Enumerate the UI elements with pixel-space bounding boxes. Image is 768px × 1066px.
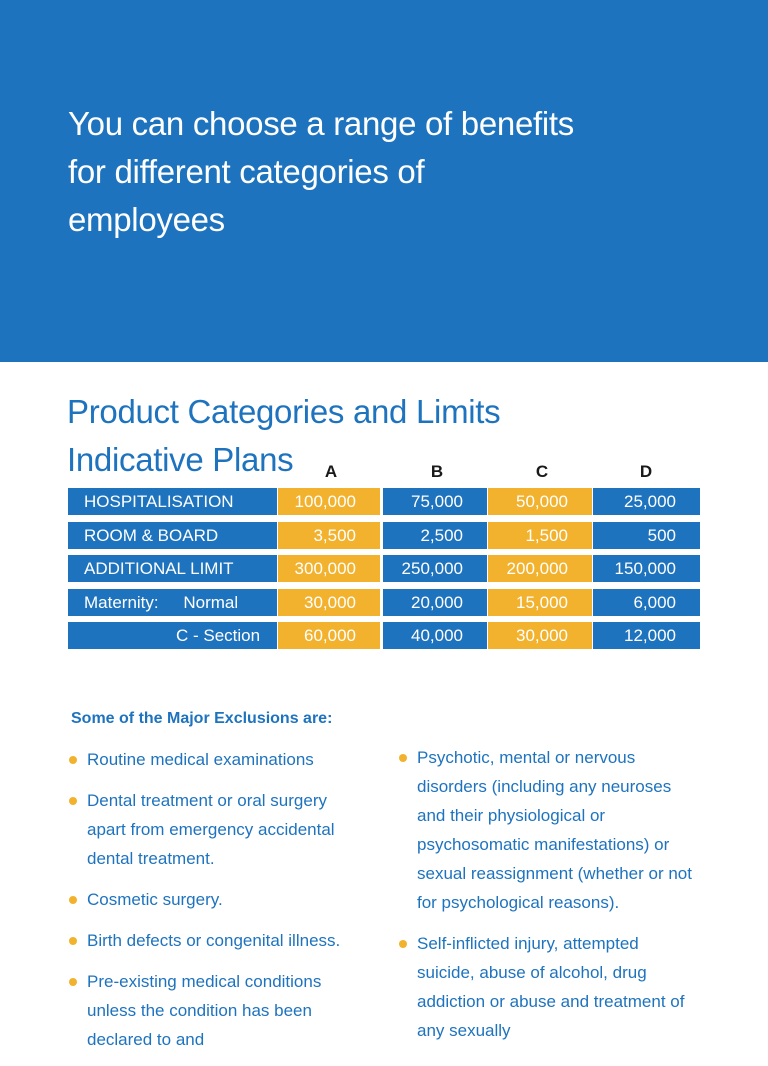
- plan-b-value: 20,000: [383, 588, 487, 616]
- bullet-icon: [69, 896, 77, 904]
- plan-c-value: 200,000: [488, 555, 592, 582]
- row-label: C - Section: [68, 622, 277, 649]
- plan-c-value: 50,000: [488, 488, 592, 515]
- bullet-icon: [69, 797, 77, 805]
- plan-a-value: 60,000: [278, 622, 380, 649]
- plan-b-value: 40,000: [383, 622, 487, 649]
- list-item: Self-inflicted injury, attempted suicide…: [399, 929, 699, 1045]
- maternity-normal-label: Normal: [183, 592, 239, 612]
- list-item-text: Routine medical examinations: [87, 750, 314, 769]
- column-header-b: B: [430, 462, 444, 481]
- list-item: Dental treatment or oral surgery apart f…: [69, 786, 369, 873]
- plan-c-value: 30,000: [488, 622, 592, 649]
- list-item: Pre-existing medical conditions unless t…: [69, 967, 369, 1054]
- row-label: ADDITIONAL LIMIT: [68, 555, 277, 582]
- list-item: Birth defects or congenital illness.: [69, 926, 369, 955]
- column-header-a: A: [324, 462, 338, 481]
- bullet-icon: [69, 937, 77, 945]
- list-item-text: Birth defects or congenital illness.: [87, 931, 341, 950]
- plan-d-value: 12,000: [593, 622, 700, 649]
- plan-b-value: 75,000: [383, 488, 487, 515]
- list-item-text: Pre-existing medical conditions unless t…: [87, 972, 322, 1049]
- plan-b-value: 250,000: [383, 555, 487, 582]
- plans-table: HOSPITALISATION 100,000 75,000 50,000 25…: [68, 488, 700, 656]
- bullet-icon: [399, 940, 407, 948]
- plan-c-value: 15,000: [488, 588, 592, 616]
- section-title: Product Categories and Limits Indicative…: [67, 388, 501, 484]
- row-label: Maternity: Normal: [68, 588, 277, 616]
- column-header-d: D: [639, 462, 653, 481]
- exclusions-list-left: Routine medical examinations Dental trea…: [69, 745, 369, 1066]
- hero-title: You can choose a range of benefits for d…: [68, 105, 574, 238]
- column-header-c: C: [535, 462, 549, 481]
- plan-a-value: 300,000: [278, 555, 380, 582]
- exclusions-list-right: Psychotic, mental or nervous disorders (…: [399, 743, 699, 1057]
- table-row: C - Section 60,000 40,000 30,000 12,000: [68, 622, 700, 649]
- list-item-text: Psychotic, mental or nervous disorders (…: [417, 748, 692, 912]
- table-row: Maternity: Normal 30,000 20,000 15,000 6…: [68, 588, 700, 616]
- plan-a-value: 100,000: [278, 488, 380, 515]
- plan-b-value: 2,500: [383, 521, 487, 549]
- table-row: HOSPITALISATION 100,000 75,000 50,000 25…: [68, 488, 700, 515]
- list-item-text: Self-inflicted injury, attempted suicide…: [417, 934, 685, 1040]
- maternity-csection-label: C - Section: [176, 626, 261, 645]
- list-item: Cosmetic surgery.: [69, 885, 369, 914]
- plan-d-value: 6,000: [593, 588, 700, 616]
- list-item-text: Dental treatment or oral surgery apart f…: [87, 791, 335, 868]
- plan-a-value: 3,500: [278, 521, 380, 549]
- section-title-line1: Product Categories and Limits: [67, 393, 501, 430]
- section-title-line2: Indicative Plans: [67, 441, 294, 478]
- plan-d-value: 150,000: [593, 555, 700, 582]
- plan-d-value: 25,000: [593, 488, 700, 515]
- plan-d-value: 500: [593, 521, 700, 549]
- plan-a-value: 30,000: [278, 588, 380, 616]
- table-row: ADDITIONAL LIMIT 300,000 250,000 200,000…: [68, 555, 700, 582]
- row-label: ROOM & BOARD: [68, 521, 277, 549]
- plan-c-value: 1,500: [488, 521, 592, 549]
- list-item-text: Cosmetic surgery.: [87, 890, 223, 909]
- bullet-icon: [69, 978, 77, 986]
- list-item: Routine medical examinations: [69, 745, 369, 774]
- exclusions-title: Some of the Major Exclusions are:: [71, 710, 333, 727]
- list-item: Psychotic, mental or nervous disorders (…: [399, 743, 699, 917]
- table-row: ROOM & BOARD 3,500 2,500 1,500 500: [68, 521, 700, 549]
- maternity-label: Maternity:: [84, 592, 159, 612]
- bullet-icon: [69, 756, 77, 764]
- bullet-icon: [399, 754, 407, 762]
- hero-banner: You can choose a range of benefits for d…: [0, 0, 768, 362]
- row-label: HOSPITALISATION: [68, 488, 277, 515]
